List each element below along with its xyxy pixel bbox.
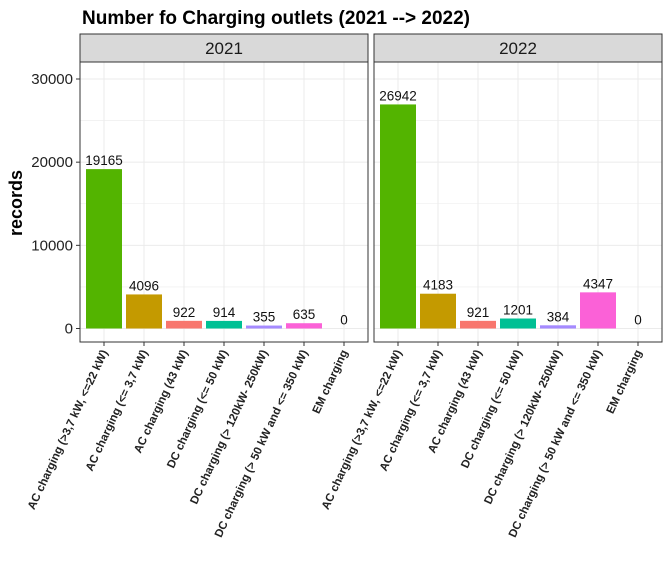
- data-label: 26942: [379, 88, 417, 103]
- facet-strip-label: 2021: [205, 39, 243, 58]
- data-label: 4183: [423, 278, 453, 293]
- data-label: 922: [173, 305, 196, 320]
- gridlines: [80, 62, 368, 342]
- facet-strip-label: 2022: [499, 39, 537, 58]
- bar: [580, 292, 616, 329]
- data-label: 921: [467, 305, 490, 320]
- y-tick-label: 0: [65, 321, 73, 338]
- y-axis-label: records: [6, 170, 26, 236]
- bar: [286, 323, 322, 329]
- facet-panels: 2021 19165 4096 922 914 355 635 0 AC charging (>…: [26, 33, 663, 539]
- bar: [380, 104, 416, 329]
- bar: [166, 320, 202, 329]
- x-tick-label: DC charging (> 120kW- 250kW): [482, 348, 564, 506]
- data-label: 914: [213, 305, 236, 320]
- bar: [206, 320, 242, 329]
- x-tick-label: DC charging (> 120kW- 250kW): [188, 348, 270, 506]
- y-tick-label: 30000: [31, 71, 73, 88]
- x-tick-label: EM charging: [605, 348, 645, 416]
- x-tick-label: AC charging (>3,7 kW, <=22 kW): [26, 348, 111, 512]
- data-label: 0: [340, 313, 348, 328]
- y-axis: 0 10000 20000 30000: [31, 71, 80, 338]
- bar: [500, 318, 536, 329]
- data-label: 4096: [129, 278, 159, 293]
- x-tick-label: EM charging: [311, 348, 351, 416]
- data-label: 355: [253, 310, 276, 325]
- bar: [86, 169, 122, 329]
- bar: [420, 293, 456, 329]
- facet-panel-2021: 2021 19165 4096 922 914 355 635 0 AC charging (>…: [26, 33, 369, 539]
- data-label: 19165: [85, 153, 123, 168]
- bar: [246, 325, 282, 329]
- bar: [126, 294, 162, 329]
- data-label: 635: [293, 307, 316, 322]
- chart-title: Number fo Charging outlets (2021 --> 202…: [82, 8, 470, 29]
- y-tick-label: 20000: [31, 154, 73, 171]
- data-label: 4347: [583, 276, 613, 291]
- y-tick-label: 10000: [31, 237, 73, 254]
- bar: [460, 320, 496, 329]
- data-label: 1201: [503, 303, 533, 318]
- bar: [540, 325, 576, 329]
- data-label: 0: [634, 313, 642, 328]
- data-label: 384: [547, 309, 570, 324]
- facet-strip: [79, 33, 369, 63]
